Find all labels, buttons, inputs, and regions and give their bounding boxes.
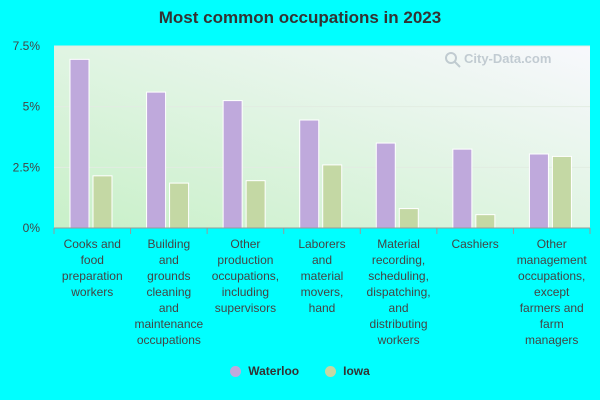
y-tick-label: 5%: [23, 100, 41, 114]
bar-waterloo-2[interactable]: [222, 100, 243, 229]
y-tick-label: 7.5%: [13, 39, 41, 53]
chart-title: Most common occupations in 2023: [158, 8, 442, 27]
bar-iowa-6[interactable]: [551, 155, 572, 229]
bar-waterloo-0[interactable]: [69, 58, 90, 229]
bar-iowa-5[interactable]: [475, 214, 496, 229]
x-category-label: Other production occupations, including supe…: [212, 237, 279, 315]
y-tick-label: 2.5%: [13, 160, 41, 174]
x-category-label: Cooks and food preparation workers: [62, 237, 123, 299]
y-tick-label: 0%: [23, 221, 41, 235]
bar-iowa-1[interactable]: [169, 182, 190, 229]
legend: Waterloo Iowa: [0, 364, 600, 378]
bar-waterloo-5[interactable]: [452, 148, 473, 229]
bar-iowa-4[interactable]: [398, 208, 419, 229]
legend-item-waterloo: Waterloo: [230, 364, 299, 378]
legend-label-waterloo: Waterloo: [248, 364, 300, 378]
x-category-label: Cashiers: [451, 237, 498, 251]
x-category-label: Other management occupations, except farmers…: [517, 237, 588, 347]
legend-swatch-waterloo: [230, 365, 242, 377]
x-category-label: Laborers and material movers, hand: [298, 237, 345, 315]
plot-background: [54, 46, 590, 228]
bar-waterloo-3[interactable]: [299, 119, 320, 229]
legend-swatch-iowa: [325, 365, 337, 377]
x-category-label: Material recording, scheduling, dispatching…: [367, 237, 431, 347]
bar-iowa-3[interactable]: [322, 164, 343, 229]
watermark-text: City-Data.com: [464, 51, 551, 66]
watermark: City-Data.com: [445, 51, 551, 68]
magnifier-handle: [454, 61, 461, 68]
magnifier-icon: [445, 52, 457, 64]
legend-item-iowa: Iowa: [325, 364, 370, 378]
x-category-label: Building and grounds cleaning and maintenance…: [134, 237, 203, 347]
bar-iowa-0[interactable]: [92, 175, 113, 229]
bar-waterloo-1[interactable]: [146, 91, 167, 229]
bar-waterloo-6[interactable]: [528, 153, 549, 229]
legend-label-iowa: Iowa: [343, 364, 370, 378]
bar-waterloo-4[interactable]: [375, 142, 396, 229]
bar-iowa-2[interactable]: [245, 180, 266, 229]
